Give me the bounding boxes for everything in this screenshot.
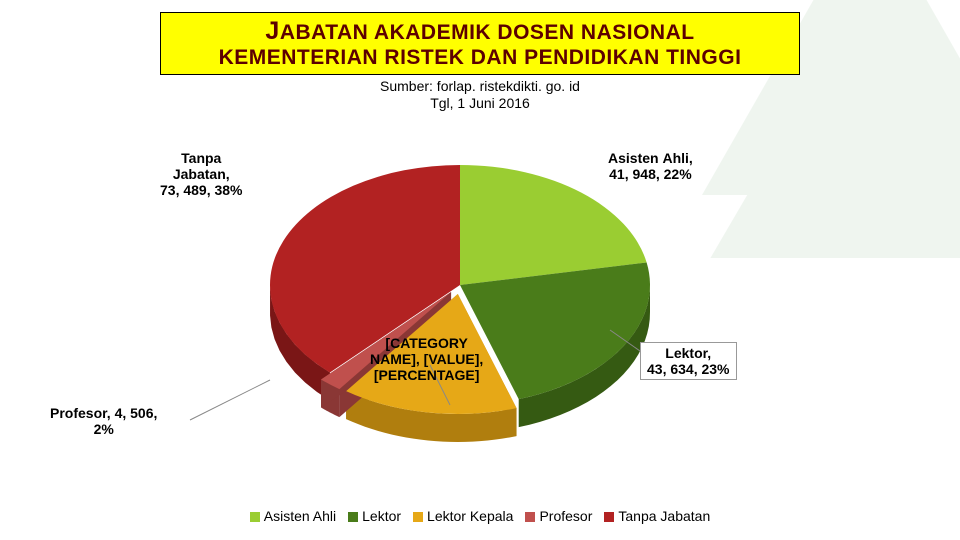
source-line2: Tgl, 1 Juni 2016: [0, 95, 960, 112]
label-lektor-kepala: [CATEGORYNAME], [VALUE],[PERCENTAGE]: [370, 335, 483, 383]
label-tanpa-jabatan: TanpaJabatan,73, 489, 38%: [160, 150, 243, 198]
legend-item: Lektor Kepala: [413, 508, 513, 524]
source-line1: Sumber: forlap. ristekdikti. go. id: [0, 78, 960, 95]
label-profesor: Profesor, 4, 506,2%: [50, 405, 157, 437]
title-line2: KEMENTERIAN RISTEK DAN PENDIDIKAN TINGGI: [169, 46, 791, 70]
chart-title: JABATAN AKADEMIK DOSEN NASIONAL KEMENTER…: [160, 12, 800, 75]
legend-item: Profesor: [525, 508, 592, 524]
label-lektor: Lektor,43, 634, 23%: [640, 342, 737, 380]
legend-item: Lektor: [348, 508, 401, 524]
pie-chart: TanpaJabatan,73, 489, 38% Asisten Ahli,4…: [180, 120, 740, 460]
legend-item: Tanpa Jabatan: [604, 508, 710, 524]
legend-item: Asisten Ahli: [250, 508, 336, 524]
chart-legend: Asisten Ahli Lektor Lektor Kepala Profesor T…: [0, 508, 960, 524]
title-line1-cap: J: [265, 17, 279, 45]
label-asisten-ahli: Asisten Ahli,41, 948, 22%: [608, 150, 693, 182]
title-line1-rest: ABATAN AKADEMIK DOSEN NASIONAL: [280, 21, 695, 44]
chart-source: Sumber: forlap. ristekdikti. go. id Tgl,…: [0, 78, 960, 112]
